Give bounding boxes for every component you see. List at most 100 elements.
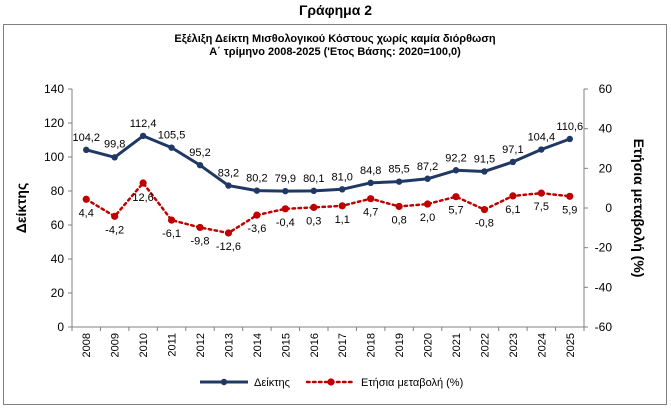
index-point <box>424 175 431 182</box>
x-tick-label: 2017 <box>337 333 349 357</box>
legend-change-marker <box>327 378 335 386</box>
change-point <box>310 203 318 212</box>
right-tick-label: -60 <box>595 320 613 334</box>
x-tick-label: 2024 <box>536 333 548 357</box>
x-tick-label: 2022 <box>479 333 491 357</box>
legend-index-marker <box>220 378 228 386</box>
change-data-label: -0,4 <box>276 217 295 229</box>
chart-subtitle: Α΄ τρίμηνο 2008-2025 ('Ετος Βάσης: 2020=… <box>209 46 461 58</box>
index-data-label: 95,2 <box>189 147 210 159</box>
index-point <box>339 186 346 193</box>
change-point <box>111 212 119 220</box>
change-data-label: 0,3 <box>306 215 321 227</box>
index-point <box>538 146 545 153</box>
left-tick-label: 80 <box>51 184 65 198</box>
right-tick-label: -20 <box>595 241 613 255</box>
y2-axis-title: Ετήσια μεταβολή (%) <box>631 139 647 278</box>
index-data-label: 85,5 <box>388 164 409 176</box>
index-data-label: 79,9 <box>275 173 296 185</box>
index-point <box>168 144 175 151</box>
index-point <box>139 132 147 140</box>
x-tick-label: 2016 <box>309 333 321 357</box>
index-data-label: 97,1 <box>502 144 523 156</box>
change-point <box>367 195 375 203</box>
change-point <box>281 205 289 213</box>
change-point <box>338 202 346 210</box>
change-data-label: 5,9 <box>562 204 577 216</box>
change-data-label: -0,8 <box>475 218 494 230</box>
change-point <box>509 192 517 200</box>
change-data-label: 0,8 <box>391 214 406 226</box>
change-data-label: 4,7 <box>363 207 378 219</box>
change-data-label: 12,6 <box>132 192 153 204</box>
change-point <box>423 200 432 208</box>
index-point <box>282 187 289 195</box>
y-axis-title: Δείκτης <box>13 183 29 233</box>
x-tick-label: 2012 <box>195 333 207 357</box>
change-data-label: -3,6 <box>247 223 266 235</box>
x-tick-label: 2023 <box>508 333 520 357</box>
change-point <box>395 202 403 211</box>
index-data-label: 92,2 <box>445 152 466 164</box>
change-data-label: 7,5 <box>534 201 549 213</box>
left-tick-label: 60 <box>51 218 65 232</box>
index-data-label: 105,5 <box>158 130 186 142</box>
right-tick-label: 0 <box>605 201 612 215</box>
index-point <box>196 161 204 169</box>
index-point <box>83 146 90 154</box>
change-data-label: -12,6 <box>216 241 241 253</box>
change-data-label: 4,4 <box>79 207 94 219</box>
index-point <box>253 187 261 194</box>
x-tick-label: 2015 <box>280 333 292 357</box>
change-point <box>224 229 233 237</box>
change-data-label: 1,1 <box>335 214 350 226</box>
index-point <box>452 167 460 174</box>
legend-change-label: Ετήσια μεταβολή (%) <box>361 377 463 389</box>
index-point <box>225 182 232 189</box>
x-tick-label: 2021 <box>451 333 463 357</box>
change-point <box>537 189 545 197</box>
series-index-line <box>85 134 571 193</box>
right-tick-label: 20 <box>599 161 613 175</box>
index-data-label: 104,2 <box>72 132 100 144</box>
index-data-label: 99,8 <box>104 138 125 150</box>
change-point <box>82 195 90 203</box>
left-tick-label: 100 <box>44 150 64 164</box>
left-tick-label: 0 <box>57 320 64 334</box>
series-change-line <box>84 181 572 235</box>
index-data-label: 83,2 <box>218 168 239 180</box>
index-data-label: 87,2 <box>417 161 438 173</box>
x-tick-label: 2019 <box>394 333 406 357</box>
change-point <box>167 216 176 224</box>
x-tick-label: 2013 <box>223 333 235 357</box>
x-tick-label: 2010 <box>138 333 150 357</box>
index-point <box>367 179 374 187</box>
index-data-label: 104,4 <box>528 132 556 144</box>
index-point <box>111 154 118 161</box>
change-point <box>452 193 460 201</box>
x-tick-label: 2014 <box>252 333 264 357</box>
right-tick-label: -40 <box>595 280 613 294</box>
change-point <box>253 211 261 219</box>
index-point <box>395 178 403 185</box>
change-point <box>566 192 574 200</box>
left-tick-label: 40 <box>51 252 65 266</box>
change-point <box>139 179 147 187</box>
x-tick-label: 2009 <box>110 333 122 357</box>
change-data-label: 6,1 <box>505 204 520 216</box>
index-data-label: 91,5 <box>474 153 495 165</box>
index-data-label: 80,2 <box>246 173 267 185</box>
x-tick-label: 2018 <box>366 333 378 357</box>
chart-heading: Γράφημα 2 <box>298 2 373 18</box>
change-point <box>480 205 489 214</box>
left-tick-label: 120 <box>44 116 64 130</box>
legend-index-label: Δείκτης <box>254 377 290 389</box>
left-tick-label: 20 <box>51 286 65 300</box>
change-data-label: -9,8 <box>191 235 210 247</box>
change-point <box>196 223 204 232</box>
index-data-label: 110,6 <box>556 121 583 133</box>
x-tick-label: 2020 <box>423 333 435 357</box>
x-tick-label: 2011 <box>167 333 179 357</box>
index-point <box>310 187 317 195</box>
index-data-label: 80,1 <box>303 173 324 185</box>
